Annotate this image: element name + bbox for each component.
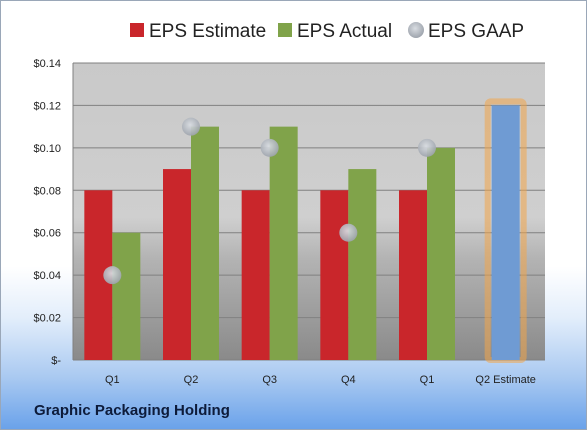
bar-eps-actual [348,169,377,360]
bar-eps-forecast [491,105,520,360]
y-tick-label: $0.12 [33,100,61,112]
marker-eps-gaap [339,223,358,242]
y-tick-label: $0.14 [33,58,61,70]
y-tick-label: $- [51,355,61,367]
marker-eps-gaap [182,117,200,136]
legend-swatch [130,23,144,37]
x-tick-label: Q2 Estimate [475,374,536,386]
legend-swatch [408,22,424,38]
x-tick-label: Q2 [184,374,199,386]
y-tick-label: $0.10 [33,143,61,155]
y-tick-label: $0.04 [33,270,61,282]
legend-label: EPS GAAP [428,21,524,42]
marker-eps-gaap [418,138,436,157]
legend-label: EPS Actual [297,21,392,42]
bar-eps-actual [427,147,455,360]
marker-eps-gaap [103,266,122,285]
company-name: Graphic Packaging Holding [34,402,230,419]
plot-area [73,63,545,360]
bar-eps-actual [112,232,141,360]
y-tick-label: $0.02 [33,313,61,325]
bar-eps-estimate [241,190,270,360]
bar-eps-estimate [399,190,427,360]
bar-eps-estimate [163,169,191,360]
bar-eps-actual [191,126,219,361]
bar-eps-estimate [320,190,349,360]
y-tick-label: $0.06 [33,228,61,240]
x-tick-label: Q4 [341,374,356,386]
x-tick-label: Q1 [105,374,120,386]
x-tick-label: Q3 [262,374,277,386]
bar-eps-actual [269,126,298,361]
legend-label: EPS Estimate [149,21,266,42]
legend-swatch [278,23,292,37]
y-tick-label: $0.08 [33,185,61,197]
marker-eps-gaap [260,138,279,157]
x-tick-label: Q1 [420,374,435,386]
